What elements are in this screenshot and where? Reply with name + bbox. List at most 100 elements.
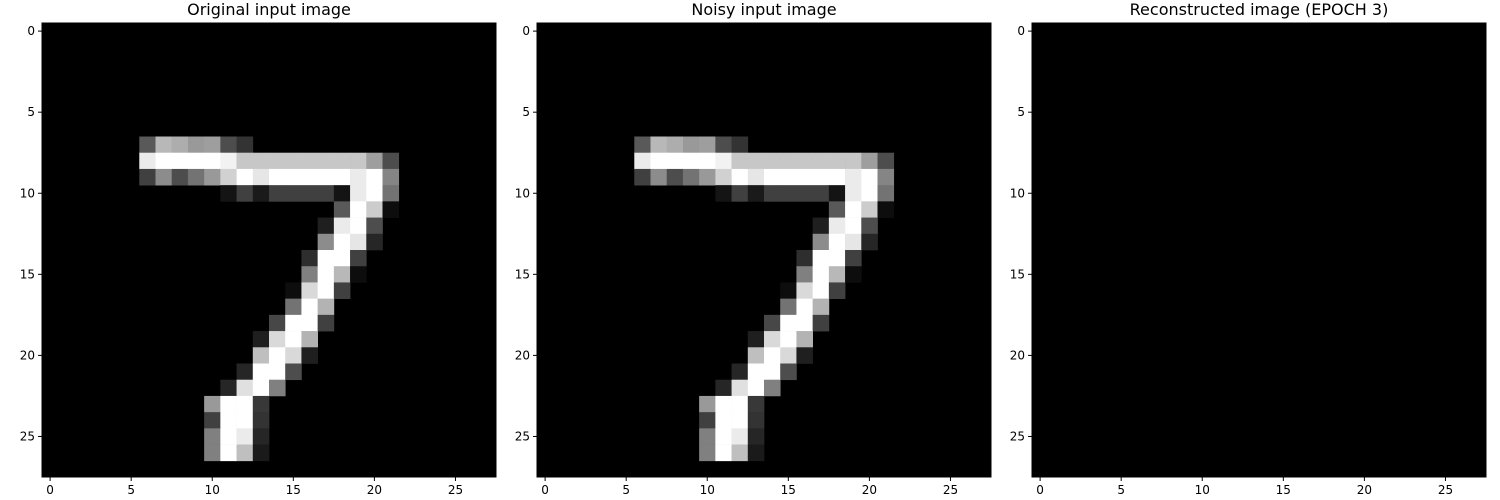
image-pixel: [220, 444, 237, 462]
image-pixel: [715, 152, 732, 170]
image-pixel: [333, 185, 351, 202]
image-pixel: [350, 250, 367, 267]
image-pixel: [845, 250, 862, 267]
image-pixel: [317, 298, 335, 316]
image-pixel: [764, 152, 781, 170]
image-pixel: [650, 168, 668, 186]
image-pixel: [350, 266, 367, 283]
axes-frame: [536, 22, 992, 478]
image-pixel: [252, 331, 270, 348]
image-pixel: [780, 168, 797, 186]
image-pixel: [317, 185, 335, 202]
image-pixel: [764, 185, 781, 202]
image-pixel: [828, 250, 846, 267]
y-tick-label: 25: [515, 429, 530, 443]
image-pixel: [828, 282, 846, 299]
image-pixel: [285, 185, 302, 202]
x-tick-label: 20: [862, 483, 877, 497]
image-pixel: [828, 168, 846, 186]
image-pixel: [317, 250, 335, 267]
image-pixel: [155, 152, 173, 170]
image-pixel: [731, 168, 749, 186]
x-tick-label: 15: [781, 483, 796, 497]
image-pixel: [731, 444, 749, 462]
image-pixel: [187, 168, 205, 186]
image-pixel: [171, 136, 189, 154]
image-pixel: [252, 395, 270, 413]
image-pixel: [236, 168, 254, 186]
image-pixel: [650, 152, 668, 170]
image-pixel: [350, 168, 367, 186]
image-pixel: [350, 152, 367, 170]
image-pixel: [301, 250, 318, 267]
image-pixel: [317, 217, 335, 235]
image-pixel: [252, 428, 270, 445]
image-pixel: [796, 168, 813, 186]
image-pixel: [812, 282, 830, 299]
image-pixel: [252, 379, 270, 397]
image-pixel: [204, 136, 221, 154]
image-pixel: [155, 136, 173, 154]
image-pixel: [666, 152, 684, 170]
image-pixel: [861, 201, 878, 218]
image-pixel: [764, 363, 781, 381]
image-pixel: [796, 266, 813, 283]
image-pixel: [301, 331, 318, 348]
image-pixel: [317, 233, 335, 251]
image-pixel: [252, 444, 270, 462]
image-pixel: [236, 152, 254, 170]
x-tick-label: 25: [448, 483, 463, 497]
image-pixel: [845, 217, 862, 235]
image-pixel: [796, 152, 813, 170]
y-tick-label: 20: [515, 348, 530, 362]
image-pixel: [780, 331, 797, 348]
image-pixel: [236, 379, 254, 397]
image-pixel: [699, 428, 716, 445]
image-pixel: [796, 347, 813, 364]
image-pixel: [764, 347, 781, 364]
y-tick-label: 5: [522, 105, 530, 119]
image-pixel: [812, 233, 830, 251]
image-pixel: [301, 347, 318, 364]
image-pixel: [317, 152, 335, 170]
image-pixel: [220, 395, 237, 413]
image-pixel: [333, 201, 351, 218]
image-pixel: [285, 152, 302, 170]
image-pixel: [333, 282, 351, 299]
image-pixel: [682, 136, 700, 154]
image-pixel: [269, 185, 286, 202]
image-pixel: [204, 412, 221, 429]
image-pixel: [731, 395, 749, 413]
image-pixel: [382, 201, 400, 218]
image-pixel: [715, 185, 732, 202]
image-pixel: [780, 298, 797, 316]
image-pixel: [812, 314, 830, 332]
image-pixel: [139, 152, 156, 170]
image-pixel: [780, 185, 797, 202]
image-pixel: [861, 233, 878, 251]
image-pixel: [715, 412, 732, 429]
image-pixel: [747, 379, 765, 397]
image-pixel: [187, 152, 205, 170]
y-tick-label: 0: [27, 24, 35, 38]
image-pixel: [350, 185, 367, 202]
image-pixel: [812, 168, 830, 186]
image-pixel: [780, 363, 797, 381]
image-pixel: [220, 168, 237, 186]
image-pixel: [634, 136, 651, 154]
x-tick-label: 10: [205, 483, 220, 497]
image-pixel: [877, 152, 895, 170]
image-pixel: [269, 331, 286, 348]
image-pixel: [366, 217, 383, 235]
image-pixel: [666, 136, 684, 154]
image-pixel: [366, 233, 383, 251]
image-pixel: [220, 185, 237, 202]
y-tick-label: 20: [1010, 348, 1025, 362]
panel-title: Original input image: [187, 0, 351, 19]
image-pixel: [204, 152, 221, 170]
image-pixel: [682, 168, 700, 186]
image-pixel: [252, 412, 270, 429]
image-pixel: [301, 266, 318, 283]
image-pixel: [812, 185, 830, 202]
